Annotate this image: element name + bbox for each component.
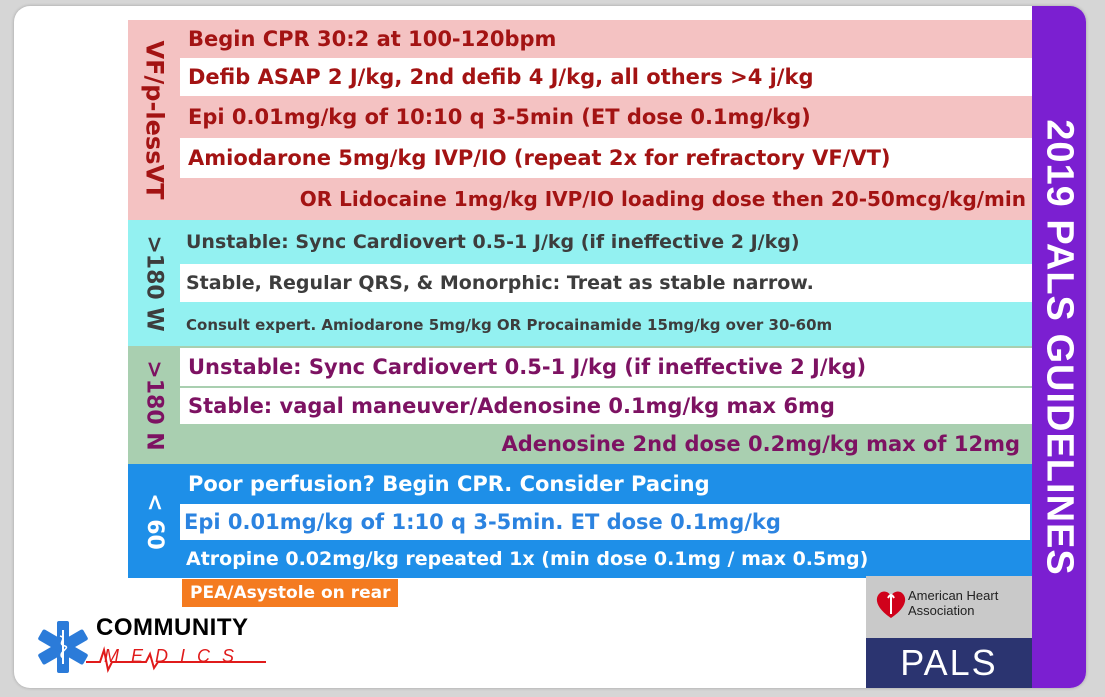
vf-row-1: Begin CPR 30:2 at 100-120bpm bbox=[188, 27, 557, 51]
pea-note: PEA/Asystole on rear bbox=[182, 579, 399, 607]
vf-section bbox=[128, 20, 1032, 220]
brady-row-1: Poor perfusion? Begin CPR. Consider Paci… bbox=[188, 472, 710, 496]
wide-row-3: Consult expert. Amiodarone 5mg/kg OR Pro… bbox=[186, 316, 833, 334]
brady-row-2: Epi 0.01mg/kg of 1:10 q 3-5min. ET dose … bbox=[180, 504, 1030, 540]
heart-torch-icon bbox=[876, 591, 906, 618]
brady-row-3: Atropine 0.02mg/kg repeated 1x (min dose… bbox=[186, 548, 869, 570]
ekg-line-icon bbox=[86, 646, 266, 674]
aha-badge: American Heart Association PALS bbox=[866, 576, 1032, 688]
logo-subtitle: MEDICS bbox=[104, 646, 247, 666]
guidelines-sidebar: 2019 PALS GUIDELINES bbox=[1032, 6, 1086, 688]
logo-title: COMMUNITY bbox=[96, 614, 249, 641]
vf-row-2: Defib ASAP 2 J/kg, 2nd defib 4 J/kg, all… bbox=[180, 58, 1034, 96]
guidelines-title: 2019 PALS GUIDELINES bbox=[1038, 118, 1081, 576]
pals-card: VF/p-lessVT Begin CPR 30:2 at 100-120bpm… bbox=[14, 6, 1086, 688]
vf-row-5: OR Lidocaine 1mg/kg IVP/IO loading dose … bbox=[299, 187, 1026, 211]
narrow-row-2: Stable: vagal maneuver/Adenosine 0.1mg/k… bbox=[180, 388, 1034, 424]
community-medics-logo: COMMUNITY MEDICS bbox=[32, 614, 272, 678]
narrow-row-3: Adenosine 2nd dose 0.2mg/kg max of 12mg bbox=[501, 432, 1020, 456]
wide-row-2: Stable, Regular QRS, & Monorphic: Treat … bbox=[180, 264, 1032, 302]
narrow-section-label: >180 N bbox=[141, 359, 167, 451]
vf-section-label: VF/p-lessVT bbox=[140, 40, 168, 200]
aha-name-line2: Association bbox=[908, 603, 975, 618]
brady-section-label: < 60 bbox=[141, 492, 167, 550]
wide-section-label: >180 W bbox=[141, 234, 167, 332]
vf-row-4: Amiodarone 5mg/kg IVP/IO (repeat 2x for … bbox=[180, 138, 1034, 178]
star-of-life-icon bbox=[38, 621, 88, 673]
narrow-row-1: Unstable: Sync Cardiovert 0.5-1 J/kg (if… bbox=[180, 348, 1034, 386]
wide-row-1: Unstable: Sync Cardiovert 0.5-1 J/kg (if… bbox=[186, 231, 800, 253]
aha-name-line1: American Heart bbox=[908, 588, 999, 603]
vf-row-3: Epi 0.01mg/kg of 10:10 q 3-5min (ET dose… bbox=[188, 105, 811, 129]
pals-badge: PALS bbox=[866, 638, 1032, 688]
